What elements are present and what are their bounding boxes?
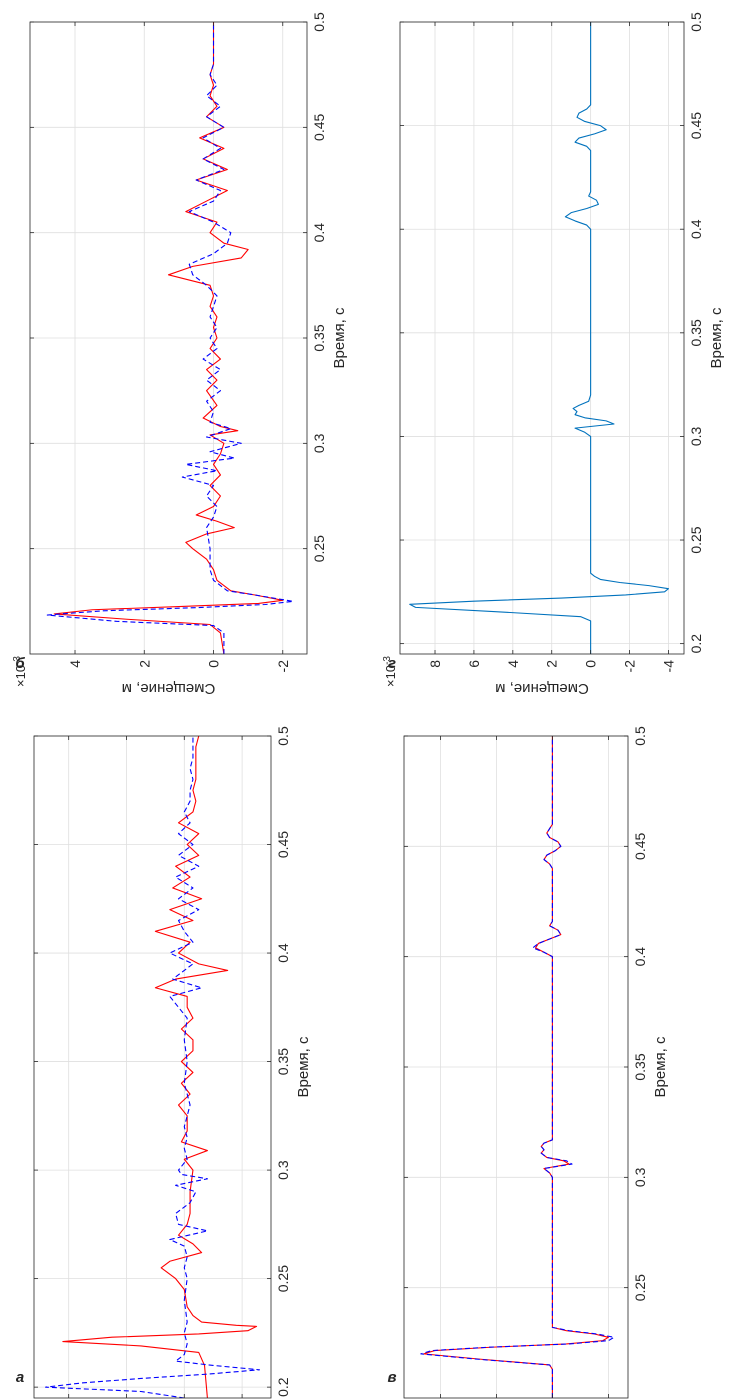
y-tick-label: 2 — [544, 660, 560, 668]
x-tick-label: 0.35 — [688, 319, 704, 346]
y-axis-label: Смещение, м — [495, 680, 589, 697]
axes-box — [33, 735, 272, 1399]
x-tick-label: 0.45 — [688, 112, 704, 139]
panel-label: а — [16, 1369, 24, 1386]
x-tick-label: 0.35 — [275, 1048, 291, 1075]
y-tick-label: 0 — [583, 660, 599, 668]
x-tick-label: 0.5 — [632, 726, 648, 746]
x-tick-label: 0.4 — [688, 219, 704, 239]
x-tick-label: 0.3 — [632, 1167, 648, 1187]
series-line-dashed — [420, 736, 615, 1398]
plot-area: 0.25 0.3 0.35 0.4 0.45 0.5 -2 0 2 4 ×10-3 Время, с С… — [12, 12, 348, 697]
series-line-dashed — [46, 22, 294, 654]
y-tick-label: 0 — [206, 660, 222, 668]
y-tick-label: 4 — [67, 660, 83, 668]
plot-area: 0.20.250.30.350.40.450.5-2024×10-3Время,… — [16, 726, 312, 1400]
x-tick-label: 0.35 — [311, 324, 327, 351]
x-tick-label: 0.2 — [275, 1377, 291, 1397]
axes-box — [399, 21, 685, 655]
series-line-solid — [62, 736, 258, 1398]
x-axis-label: Время, с — [652, 1036, 669, 1097]
x-axis-label: Время, с — [331, 307, 348, 368]
x-tick-label: 0.4 — [632, 947, 648, 967]
plot-background — [400, 22, 684, 654]
y-tick-label: -2 — [622, 660, 638, 673]
chart-panel-а: а0.20.250.30.350.40.450.5-2024×10-3Время… — [16, 726, 312, 1400]
x-tick-label: 0.3 — [688, 426, 704, 446]
x-tick-label: 0.25 — [311, 535, 327, 562]
x-tick-label: 0.25 — [275, 1265, 291, 1292]
series-group — [409, 22, 669, 654]
series-group — [45, 736, 260, 1398]
y-tick-label: -4 — [660, 660, 676, 673]
x-tick-label: 0.45 — [275, 831, 291, 858]
series-group — [46, 22, 294, 654]
panel-label: в — [387, 1369, 396, 1386]
x-tick-label: 0.25 — [632, 1274, 648, 1301]
x-tick-label: 0.2 — [688, 634, 704, 654]
x-tick-label: 0.5 — [311, 12, 327, 32]
axis-exponent: ×10-3 — [12, 656, 28, 687]
y-tick-label: 4 — [505, 660, 521, 668]
axis-exponent: ×10-3 — [382, 656, 398, 687]
x-tick-label: 0.5 — [275, 726, 291, 746]
x-axis-label: Время, с — [295, 1036, 312, 1097]
plot-area: 0.2 0.25 0.3 0.35 0.4 0.45 0.5 -4 -2 0 2 4 6 8 ×10-3 Вр… — [382, 12, 725, 697]
x-tick-label: 0.25 — [688, 526, 704, 553]
plot-background — [34, 736, 271, 1398]
x-tick-label: 0.45 — [632, 832, 648, 859]
x-tick-label: 0.3 — [275, 1160, 291, 1180]
x-tick-label: 0.35 — [632, 1053, 648, 1080]
y-tick-label: 6 — [466, 660, 482, 668]
series-group — [420, 736, 615, 1398]
x-tick-label: 0.4 — [275, 943, 291, 963]
y-tick-label: 2 — [136, 660, 152, 668]
x-axis-label: Время, с — [708, 307, 725, 368]
panel-label: б — [15, 655, 25, 672]
x-tick-label: 0.4 — [311, 223, 327, 243]
y-axis-label: Смещение, м — [122, 680, 216, 697]
chart-panel-б: б 0.25 0.3 0.35 0.4 0.45 0.5 -2 0 2 4 ×10-3 Время, с… — [12, 12, 348, 697]
series-line-solid — [409, 22, 669, 654]
series-line-dashed — [45, 736, 260, 1398]
x-tick-label: 0.5 — [688, 12, 704, 32]
y-tick-label: 8 — [427, 660, 443, 668]
x-tick-label: 0.45 — [311, 113, 327, 140]
chart-panel-г: г 0.2 0.25 0.3 0.35 0.4 0.45 0.5 -4 -2 0 2 4 6 8 ×10-3 В… — [382, 12, 725, 697]
x-tick-label: 0.3 — [311, 433, 327, 453]
panel-label: г — [388, 655, 396, 672]
y-tick-label: -2 — [275, 660, 291, 673]
